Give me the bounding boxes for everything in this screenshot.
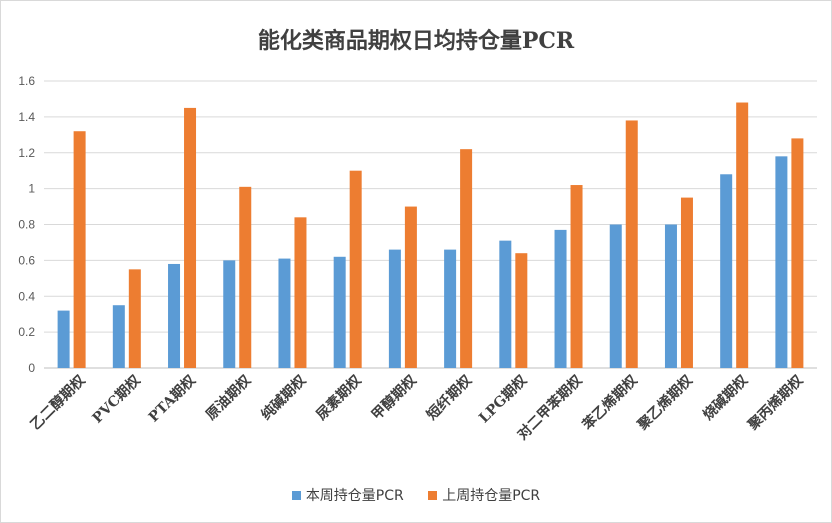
y-tick-label: 0.6 xyxy=(18,253,35,267)
legend-swatch-this-week xyxy=(291,490,301,500)
x-tick-label: 聚乙烯期权 xyxy=(634,371,697,434)
x-tick-label: 原油期权 xyxy=(202,371,254,423)
bar xyxy=(664,224,677,368)
bar xyxy=(404,206,417,368)
x-tick-label: 甲醇期权 xyxy=(368,371,420,423)
x-tick-label: 烧碱期权 xyxy=(699,371,751,423)
bar xyxy=(239,186,252,368)
bar xyxy=(73,131,86,368)
bar-chart: 0 0.2 0.4 0.6 0.8 1 1.2 1.4 1.6 乙二醇期权 PVC期权 PTA期权 原油… xyxy=(18,74,817,443)
bar xyxy=(554,229,567,368)
bar xyxy=(294,217,307,368)
bar xyxy=(680,197,693,368)
legend-swatch-last-week xyxy=(428,490,438,500)
x-tick-label: PTA期权 xyxy=(145,371,199,425)
bar xyxy=(278,258,291,368)
bar xyxy=(444,249,457,368)
bar xyxy=(128,269,141,368)
chart-legend: 本周持仓量PCR 上周持仓量PCR xyxy=(1,485,831,505)
y-tick-label: 0 xyxy=(28,361,35,375)
bar xyxy=(333,256,346,368)
y-tick-label: 0.2 xyxy=(18,325,35,339)
bar xyxy=(499,240,512,368)
y-tick-label: 1 xyxy=(28,182,35,196)
legend-item-last-week: 上周持仓量PCR xyxy=(428,485,540,505)
bar xyxy=(112,305,125,368)
bar xyxy=(388,249,401,368)
x-tick-label: LPG期权 xyxy=(475,371,530,426)
legend-item-this-week: 本周持仓量PCR xyxy=(291,485,404,505)
bar xyxy=(570,185,583,368)
bar xyxy=(736,102,749,369)
x-tick-label: 乙二醇期权 xyxy=(27,371,89,433)
bar xyxy=(349,170,362,368)
y-tick-label: 1.2 xyxy=(18,146,35,160)
y-tick-label: 1.4 xyxy=(18,110,35,124)
bar xyxy=(515,253,528,368)
bar xyxy=(223,260,236,368)
bar xyxy=(625,120,638,369)
y-tick-label: 1.6 xyxy=(18,74,35,88)
y-tick-label: 0.4 xyxy=(18,289,35,303)
y-tick-label: 0.8 xyxy=(18,218,35,232)
bar xyxy=(57,310,70,368)
chart-title: 能化类商品期权日均持仓量PCR xyxy=(257,28,575,54)
bar xyxy=(720,174,733,368)
bar xyxy=(609,224,622,368)
x-tick-label: PVC期权 xyxy=(89,371,145,427)
bar xyxy=(460,149,473,368)
legend-label-this-week: 本周持仓量PCR xyxy=(305,488,404,504)
bar xyxy=(168,263,181,368)
x-tick-label: 苯乙烯期权 xyxy=(578,371,641,434)
bar xyxy=(775,156,788,368)
bar xyxy=(184,107,197,368)
legend-label-last-week: 上周持仓量PCR xyxy=(442,488,541,504)
x-tick-label: 短纤期权 xyxy=(423,371,475,423)
bar xyxy=(791,138,804,368)
x-tick-label: 尿素期权 xyxy=(313,371,365,423)
x-tick-label: 纯碱期权 xyxy=(258,371,310,423)
x-tick-label: 聚丙烯期权 xyxy=(744,371,807,434)
